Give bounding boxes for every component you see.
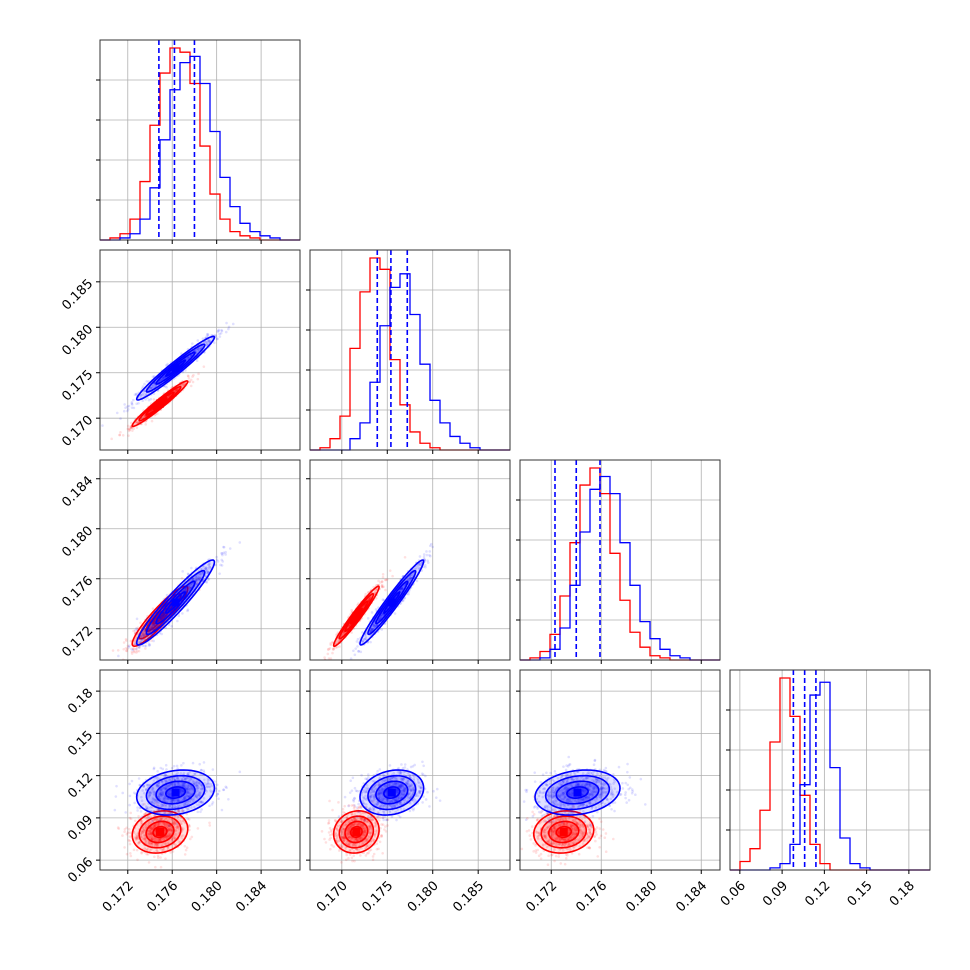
x-tick-label: 0.175: [359, 878, 396, 915]
axes-2-1: [306, 459, 511, 664]
peak-series_a: [559, 827, 568, 836]
scatter-panel-2-0: [100, 460, 300, 660]
x-tick-label: 0.180: [623, 878, 660, 915]
axes-1-1: [306, 249, 511, 454]
histogram-series_b: [100, 55, 300, 241]
x-tick-label: 0.12: [802, 878, 833, 909]
x-tick-label: 0.172: [523, 878, 560, 915]
histogram-panel-1: [310, 250, 510, 451]
x-tick-label: 0.184: [673, 878, 710, 915]
scatter-panel-1-0: [100, 250, 300, 450]
axes-frame: [309, 249, 511, 451]
y-tick-label: 0.09: [65, 813, 96, 844]
y-tick-label: 0.184: [59, 473, 96, 510]
y-tick-label: 0.170: [59, 413, 96, 450]
peak-series_a: [156, 399, 164, 408]
x-tick-label: 0.06: [718, 878, 749, 909]
axes-frame: [729, 669, 931, 871]
x-tick-label: 0.176: [573, 878, 610, 915]
y-tick-label: 0.06: [65, 855, 96, 886]
peak-series_a: [352, 827, 361, 836]
x-tick-label: 0.185: [450, 878, 487, 915]
histogram-series_a: [100, 47, 300, 241]
x-tick-label: 0.15: [845, 878, 876, 909]
scatter-panel-3-0: [100, 670, 300, 870]
y-tick-label: 0.172: [59, 623, 96, 660]
peak-series_b: [387, 788, 396, 797]
axes-frame: [99, 39, 301, 241]
y-tick-label: 0.180: [59, 322, 96, 359]
axes-0-0: [96, 39, 301, 244]
peak-series_a: [156, 612, 164, 621]
y-tick-label: 0.12: [65, 770, 96, 801]
x-tick-label: 0.172: [100, 878, 137, 915]
y-tick-label: 0.180: [59, 523, 96, 560]
histogram-panel-2: [520, 460, 720, 661]
peak-series_a: [352, 612, 361, 621]
y-tick-label: 0.176: [59, 573, 96, 610]
axes-2-2: [516, 459, 721, 664]
peak-series_b: [387, 598, 396, 607]
axes-frame: [309, 459, 511, 661]
peak-series_b: [171, 364, 180, 373]
axes-frame: [309, 669, 511, 871]
x-tick-label: 0.184: [233, 878, 270, 915]
x-tick-label: 0.176: [144, 878, 181, 915]
x-tick-label: 0.170: [314, 878, 351, 915]
axes-1-0: 0.170 0.175 0.180 0.185: [59, 249, 301, 454]
scatter-panel-3-2: [520, 670, 720, 870]
peak-series_b: [573, 788, 582, 797]
scatter-panel-2-1: [310, 460, 510, 660]
peak-series_b: [171, 598, 180, 607]
x-tick-label: 0.18: [887, 878, 918, 909]
peak-series_a: [156, 827, 164, 836]
y-tick-label: 0.18: [65, 686, 96, 717]
axes-frame: [519, 459, 721, 661]
axes-2-0: 0.172 0.176 0.180 0.184: [59, 459, 301, 664]
axes-frame: [99, 669, 301, 871]
y-tick-label: 0.175: [59, 367, 96, 404]
axes-frame: [99, 459, 301, 661]
x-tick-label: 0.180: [405, 878, 442, 915]
y-tick-label: 0.15: [65, 728, 96, 759]
peak-series_b: [171, 788, 180, 797]
axes-frame: [99, 249, 301, 451]
y-tick-label: 0.185: [59, 277, 96, 314]
scatter-panel-3-1: [310, 670, 510, 870]
x-tick-label: 0.09: [760, 878, 791, 909]
x-tick-label: 0.180: [189, 878, 226, 915]
histogram-panel-0: [100, 40, 300, 241]
histogram-series_b: [310, 273, 510, 451]
axes-frame: [519, 669, 721, 871]
histogram-panel-3: [730, 670, 930, 871]
histogram-series_b: [520, 475, 720, 661]
histogram-series_a: [520, 467, 720, 661]
